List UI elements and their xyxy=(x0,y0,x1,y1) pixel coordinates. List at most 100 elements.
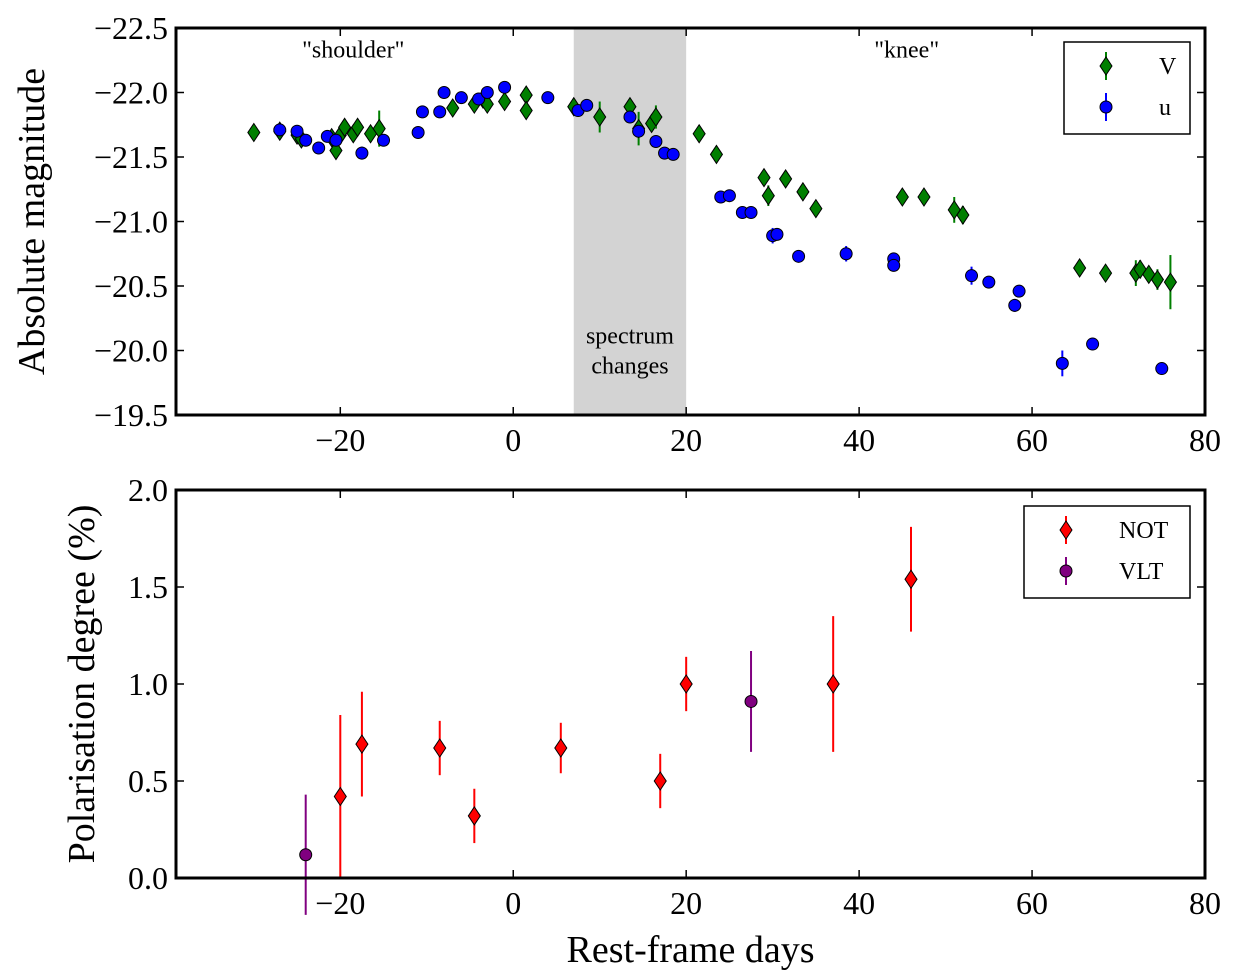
data-point-V xyxy=(709,144,724,165)
x-tick-label: 80 xyxy=(1189,885,1221,921)
data-point-V xyxy=(593,107,607,127)
data-point-u xyxy=(666,147,680,161)
mag-series-V xyxy=(247,85,1178,310)
data-point-u xyxy=(312,141,326,155)
data-point-u xyxy=(498,80,512,94)
data-point-u xyxy=(839,247,853,261)
shaded-region xyxy=(573,28,687,415)
data-point-NOT xyxy=(467,806,481,826)
data-point-V xyxy=(1163,272,1178,293)
data-point-V xyxy=(649,107,663,127)
data-point-V xyxy=(757,167,771,188)
x-tick-label: −20 xyxy=(315,422,365,458)
data-point-u xyxy=(770,227,784,241)
shaded-region-label: spectrum xyxy=(586,324,674,350)
data-point-u xyxy=(1012,284,1026,298)
data-point-NOT xyxy=(355,734,369,755)
data-point-V xyxy=(519,100,533,121)
pol-series-VLT xyxy=(299,651,758,915)
data-point-u xyxy=(887,258,901,272)
data-point-V xyxy=(761,185,775,206)
data-point-u xyxy=(580,98,594,112)
data-point-V xyxy=(247,122,261,143)
data-point-u xyxy=(649,135,663,149)
x-tick-label: 20 xyxy=(670,885,702,921)
data-point-V xyxy=(917,187,931,207)
x-tick-label: 0 xyxy=(505,885,521,921)
data-point-u xyxy=(377,133,391,147)
plot-frame xyxy=(174,26,1207,417)
data-point-u xyxy=(415,105,429,119)
data-point-u xyxy=(433,105,447,119)
data-point-u xyxy=(623,110,637,124)
data-point-u xyxy=(1055,356,1069,370)
data-point-u xyxy=(1086,337,1100,351)
y-tick-label: 0.5 xyxy=(128,763,168,799)
y-tick-label: 0.0 xyxy=(128,860,168,896)
data-point-V xyxy=(329,140,343,161)
data-point-u xyxy=(744,205,758,219)
y-tick-label: −21.5 xyxy=(94,139,168,175)
y-tick-label: −22.5 xyxy=(94,10,168,46)
data-point-NOT xyxy=(433,738,447,758)
data-point-V xyxy=(350,117,365,138)
data-point-V xyxy=(809,198,823,219)
data-point-V xyxy=(1073,258,1087,278)
y-tick-label: −20.0 xyxy=(94,333,168,369)
y-tick-label: −20.5 xyxy=(94,268,168,304)
y-tick-label: 1.0 xyxy=(128,666,168,702)
data-point-u xyxy=(437,86,451,99)
data-point-u xyxy=(792,249,806,263)
y-tick-label: −21.0 xyxy=(94,204,168,240)
data-point-u xyxy=(965,269,979,283)
x-tick-label: 0 xyxy=(505,422,521,458)
legend-label-V: V xyxy=(1159,54,1177,80)
mag-legend: Vu xyxy=(1063,41,1191,135)
legend-marker-NOT xyxy=(1059,520,1073,540)
shaded-region-label: changes xyxy=(591,354,668,380)
data-point-NOT xyxy=(679,674,693,694)
data-point-V xyxy=(497,91,512,112)
legend-box xyxy=(1023,505,1191,599)
data-point-VLT xyxy=(299,848,313,862)
y-axis-label: Absolute magnitude xyxy=(11,68,53,375)
data-point-NOT xyxy=(904,569,918,590)
data-point-u xyxy=(472,92,486,106)
data-point-VLT xyxy=(744,694,758,708)
data-point-u xyxy=(411,125,425,139)
data-point-u xyxy=(290,124,304,138)
data-point-u xyxy=(454,91,468,105)
legend-label-VLT: VLT xyxy=(1119,559,1164,585)
x-tick-label: 20 xyxy=(670,422,702,458)
mag-series-u xyxy=(273,80,1169,377)
data-point-u xyxy=(273,123,287,137)
data-point-V xyxy=(956,205,970,225)
polarisation-panel: −20 0 20 40 60 80 0.0 0.5 1.0 1.5 2.0 NOT VLT Polaris… xyxy=(61,472,1221,971)
y-tick-label: −19.5 xyxy=(94,397,168,433)
data-point-u xyxy=(480,86,494,99)
x-tick-label: 60 xyxy=(1016,885,1048,921)
annotation-label: "shoulder" xyxy=(302,38,404,64)
y-axis-label: Polarisation degree (%) xyxy=(61,505,103,864)
legend-label-u: u xyxy=(1159,95,1171,121)
data-point-NOT xyxy=(333,786,347,807)
data-point-u xyxy=(722,189,736,203)
data-point-NOT xyxy=(826,674,840,694)
data-point-V xyxy=(779,169,793,189)
annotation-label: "knee" xyxy=(874,38,939,64)
data-point-V xyxy=(446,98,460,118)
data-point-V xyxy=(338,117,352,138)
x-tick-label: 40 xyxy=(843,422,875,458)
data-point-u xyxy=(329,133,343,147)
data-point-NOT xyxy=(653,771,667,791)
data-point-u xyxy=(355,146,369,160)
pol-legend: NOT VLT xyxy=(1023,505,1191,599)
data-point-V xyxy=(1098,263,1113,284)
data-point-u xyxy=(1155,362,1169,376)
data-point-V xyxy=(796,181,810,202)
data-point-V xyxy=(692,123,706,144)
x-tick-label: 80 xyxy=(1189,422,1221,458)
y-tick-label: 2.0 xyxy=(128,472,168,508)
data-point-u xyxy=(1008,298,1022,312)
